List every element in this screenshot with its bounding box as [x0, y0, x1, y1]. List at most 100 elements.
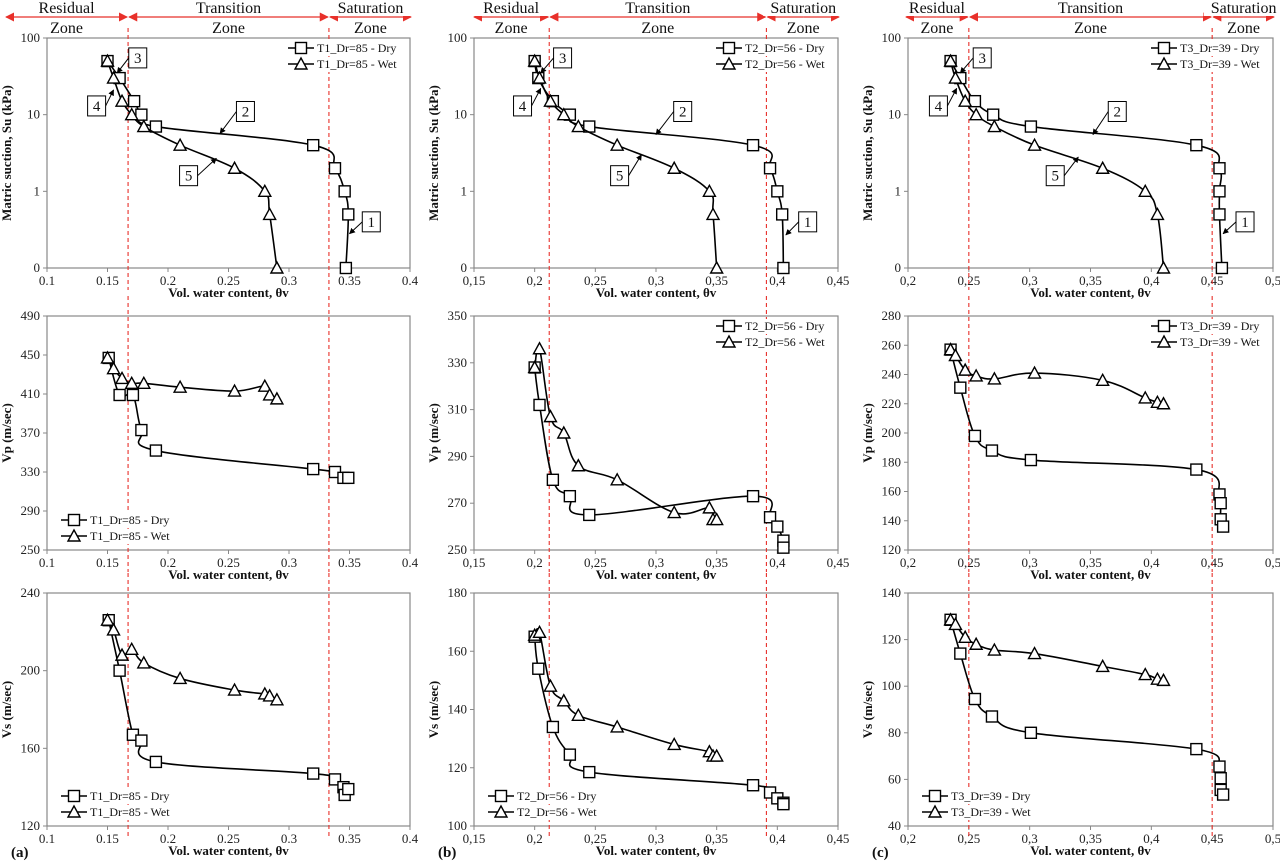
x-tick-label: 0,4: [769, 273, 786, 288]
data-point-triangle: [269, 692, 285, 706]
data-point-square: [328, 773, 342, 786]
legend-bg: [1147, 335, 1262, 350]
data-point-triangle: [269, 260, 285, 274]
data-point-triangle: [106, 70, 121, 84]
data-point-triangle: [527, 53, 542, 67]
data-point-square: [307, 138, 320, 152]
x-tick-label: 0,5: [1265, 555, 1280, 570]
x-tick-label: 0,45: [827, 555, 850, 570]
data-point-square: [328, 162, 342, 175]
legend-entry: T3_Dr=39 - Dry: [1180, 319, 1259, 333]
series-line-dry: [949, 349, 1224, 527]
data-point-square: [533, 398, 546, 412]
y-tick-label: 310: [448, 402, 468, 417]
y-tick-label: 10: [27, 107, 40, 122]
data-point-triangle: [136, 375, 151, 389]
x-tick-label: 0,4: [769, 555, 786, 570]
data-point-square: [968, 429, 982, 443]
x-tick-label: 0,3: [1022, 273, 1038, 288]
data-point-square: [1215, 261, 1229, 275]
data-point-triangle: [968, 368, 984, 382]
data-point-triangle: [709, 260, 724, 274]
data-point-triangle: [106, 361, 121, 375]
data-point-triangle: [262, 688, 277, 702]
y-axis-label: Vs (m/sec): [0, 681, 14, 738]
data-point-square: [307, 767, 320, 780]
y-tick-label: 250: [21, 542, 41, 557]
data-point-triangle: [609, 719, 625, 733]
data-point-triangle: [1138, 183, 1153, 198]
x-tick-label: 0,2: [900, 555, 916, 570]
y-tick-label: 180: [448, 585, 468, 600]
data-point-triangle: [257, 183, 272, 198]
annotation-arrow: [540, 57, 554, 74]
series-line-dry: [533, 60, 785, 269]
data-point-square: [746, 489, 760, 503]
x-tick-label: 0,45: [1201, 831, 1224, 846]
zone-label-bg: [763, 1, 844, 16]
legend-bg: [57, 529, 172, 544]
x-tick-label: 0,2: [900, 831, 916, 846]
legend-marker-square: [722, 319, 736, 333]
data-point-triangle: [948, 348, 963, 362]
data-point-triangle: [124, 107, 139, 121]
legend-marker-square: [294, 41, 308, 55]
x-tick-label: 0,3: [648, 273, 664, 288]
annotation-arrow: [1092, 111, 1109, 136]
y-tick-label: 140: [882, 585, 902, 600]
legend-bg: [712, 335, 827, 350]
annotation-arrow: [105, 89, 114, 107]
data-point-triangle: [609, 137, 625, 151]
y-tick-label: 40: [888, 818, 901, 833]
y-tick-label: 1: [34, 183, 41, 198]
legend-marker-triangle: [293, 56, 309, 70]
zone-header: Residual Zone Transition Zone Saturation Zone: [5, 0, 412, 37]
data-point-triangle: [556, 107, 571, 121]
chart-panel-1: 0.1 0.15 0.2 0.25 0.3 0.35 0.4 250 290 330 370 410 4…: [0, 296, 419, 582]
zone-title-residual: Residual: [483, 0, 540, 17]
y-tick-label: 200: [21, 663, 41, 678]
legend-marker-triangle: [66, 804, 82, 818]
annotation-arrow: [655, 111, 675, 136]
y-tick-label: 160: [882, 484, 902, 499]
zone-subtitle-transition: Zone: [212, 20, 245, 37]
data-point-square: [985, 710, 999, 723]
annotation-box: [972, 47, 992, 69]
y-tick-label: 450: [21, 347, 41, 362]
legend-entry: T3_Dr=39 - Dry: [951, 789, 1030, 803]
data-point-triangle: [1027, 137, 1042, 151]
data-point-triangle: [702, 183, 717, 198]
y-axis-label: Vp (m/sec): [426, 403, 441, 463]
legend-bg: [57, 789, 172, 804]
y-tick-label: 120: [21, 818, 41, 833]
legend-marker-triangle: [493, 804, 509, 818]
y-tick-label: 260: [882, 337, 902, 352]
data-point-triangle: [571, 458, 586, 472]
x-tick-label: 0.2: [160, 273, 176, 288]
y-tick-label: 140: [882, 513, 902, 528]
data-point-square: [563, 489, 577, 503]
x-tick-label: 0,2: [527, 831, 543, 846]
annotation-box: [361, 211, 381, 233]
x-tick-label: 0.4: [402, 555, 419, 570]
data-point-triangle: [114, 93, 130, 107]
y-tick-label: 10: [454, 107, 467, 122]
x-axis-label: Vol. water content, θv: [168, 843, 289, 858]
annotation-arrow: [197, 157, 217, 177]
x-tick-label: 0,25: [584, 555, 607, 570]
data-point-triangle: [172, 137, 188, 151]
legend-entry: T2_Dr=56 - Dry: [745, 319, 824, 333]
data-point-triangle: [1095, 160, 1110, 174]
data-point-triangle: [136, 119, 151, 133]
x-tick-label: 0,3: [1022, 555, 1038, 570]
x-tick-label: 0,35: [1079, 273, 1102, 288]
data-point-square: [135, 734, 148, 747]
legend-marker-triangle: [1156, 334, 1172, 348]
zone-subtitle-transition: Zone: [1074, 20, 1107, 37]
x-tick-label: 0.1: [39, 831, 55, 846]
series-line-dry: [106, 60, 350, 269]
zone-title-saturation: Saturation: [1211, 0, 1277, 17]
series-line-wet: [949, 349, 1164, 405]
x-tick-label: 0,25: [957, 831, 980, 846]
data-point-triangle: [262, 387, 277, 401]
